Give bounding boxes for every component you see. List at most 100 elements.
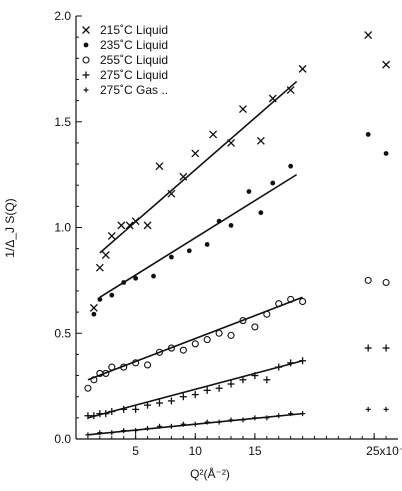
data-point	[96, 410, 104, 418]
data-point	[83, 42, 89, 48]
data-point	[82, 56, 90, 64]
data-point	[268, 94, 277, 103]
data-point	[91, 311, 97, 317]
data-point	[90, 412, 98, 420]
data-point	[275, 300, 283, 308]
data-point	[270, 180, 276, 186]
data-point	[179, 393, 187, 401]
fit-line-0	[99, 80, 298, 254]
data-point	[191, 149, 200, 158]
legend-label: 235˚C Liquid	[100, 38, 168, 52]
data-point	[286, 86, 295, 94]
data-point	[167, 189, 176, 198]
data-point	[246, 189, 252, 194]
data-point	[191, 340, 199, 348]
data-point	[168, 423, 174, 429]
data-point	[240, 417, 246, 423]
fit-line-2	[87, 296, 303, 381]
data-point	[102, 369, 110, 377]
data-point	[252, 415, 258, 421]
data-point	[85, 432, 91, 438]
x-tick-label: 10	[189, 444, 203, 458]
data-point	[204, 242, 210, 247]
data-point	[191, 391, 199, 399]
data-point	[287, 359, 295, 367]
data-point	[300, 411, 306, 417]
data-point	[288, 163, 294, 169]
data-point	[382, 344, 390, 352]
data-point	[82, 26, 90, 34]
data-point	[167, 397, 175, 405]
data-points	[84, 31, 391, 438]
data-point	[156, 423, 162, 429]
data-point	[299, 297, 307, 306]
data-point	[365, 132, 371, 137]
data-point	[143, 221, 152, 230]
data-point	[121, 428, 127, 434]
data-point	[215, 329, 223, 337]
data-point	[383, 406, 389, 412]
data-point	[382, 278, 390, 287]
data-point	[179, 172, 188, 181]
data-point	[151, 273, 156, 279]
data-point	[97, 297, 103, 302]
data-point	[84, 384, 92, 392]
data-point	[251, 372, 259, 380]
data-point	[120, 363, 128, 371]
data-point	[216, 218, 222, 224]
data-point	[287, 295, 295, 303]
legend-label: 275˚C Gas ..	[100, 83, 168, 97]
data-point	[95, 263, 104, 272]
y-tick-label: 0.0	[54, 432, 71, 446]
data-point	[169, 254, 174, 260]
data-point	[101, 251, 110, 259]
data-point	[251, 323, 259, 331]
data-point	[203, 336, 211, 344]
data-point	[83, 87, 89, 93]
data-point	[227, 331, 235, 339]
data-point	[132, 405, 140, 413]
data-point	[89, 303, 98, 312]
data-point	[180, 421, 186, 427]
data-point	[365, 406, 371, 412]
data-point	[108, 363, 116, 371]
y-axis-title: 1/Δ_J S(Q)	[3, 198, 17, 257]
data-point	[256, 136, 265, 145]
data-point	[263, 310, 271, 318]
fit-line-3	[87, 359, 303, 419]
x-tick-label: 5	[132, 444, 139, 458]
data-point	[133, 428, 139, 434]
data-point	[239, 105, 247, 114]
data-point	[145, 425, 151, 431]
y-tick-label: 2.0	[54, 9, 71, 23]
data-point	[117, 221, 126, 230]
data-point	[276, 413, 282, 419]
data-point	[109, 430, 115, 436]
data-point	[239, 317, 247, 325]
data-point	[264, 415, 270, 421]
data-point	[263, 376, 271, 384]
data-point	[382, 60, 391, 69]
data-point	[155, 162, 164, 171]
data-point	[215, 384, 223, 392]
data-point	[121, 280, 127, 285]
data-point	[97, 430, 103, 436]
data-point	[90, 376, 98, 384]
x-tick-label: 15	[248, 444, 262, 458]
data-point	[275, 363, 283, 371]
data-point	[364, 31, 373, 39]
data-point	[192, 421, 198, 427]
data-point	[239, 376, 247, 384]
data-point	[288, 411, 294, 417]
data-point	[109, 292, 115, 298]
data-point	[216, 419, 222, 425]
data-point	[102, 410, 110, 418]
data-point	[132, 359, 140, 367]
legend-label: 275˚C Liquid	[100, 68, 168, 82]
data-point	[383, 151, 389, 156]
data-point	[204, 419, 210, 425]
data-point	[167, 344, 175, 352]
data-point	[203, 386, 211, 394]
data-point	[228, 417, 234, 423]
